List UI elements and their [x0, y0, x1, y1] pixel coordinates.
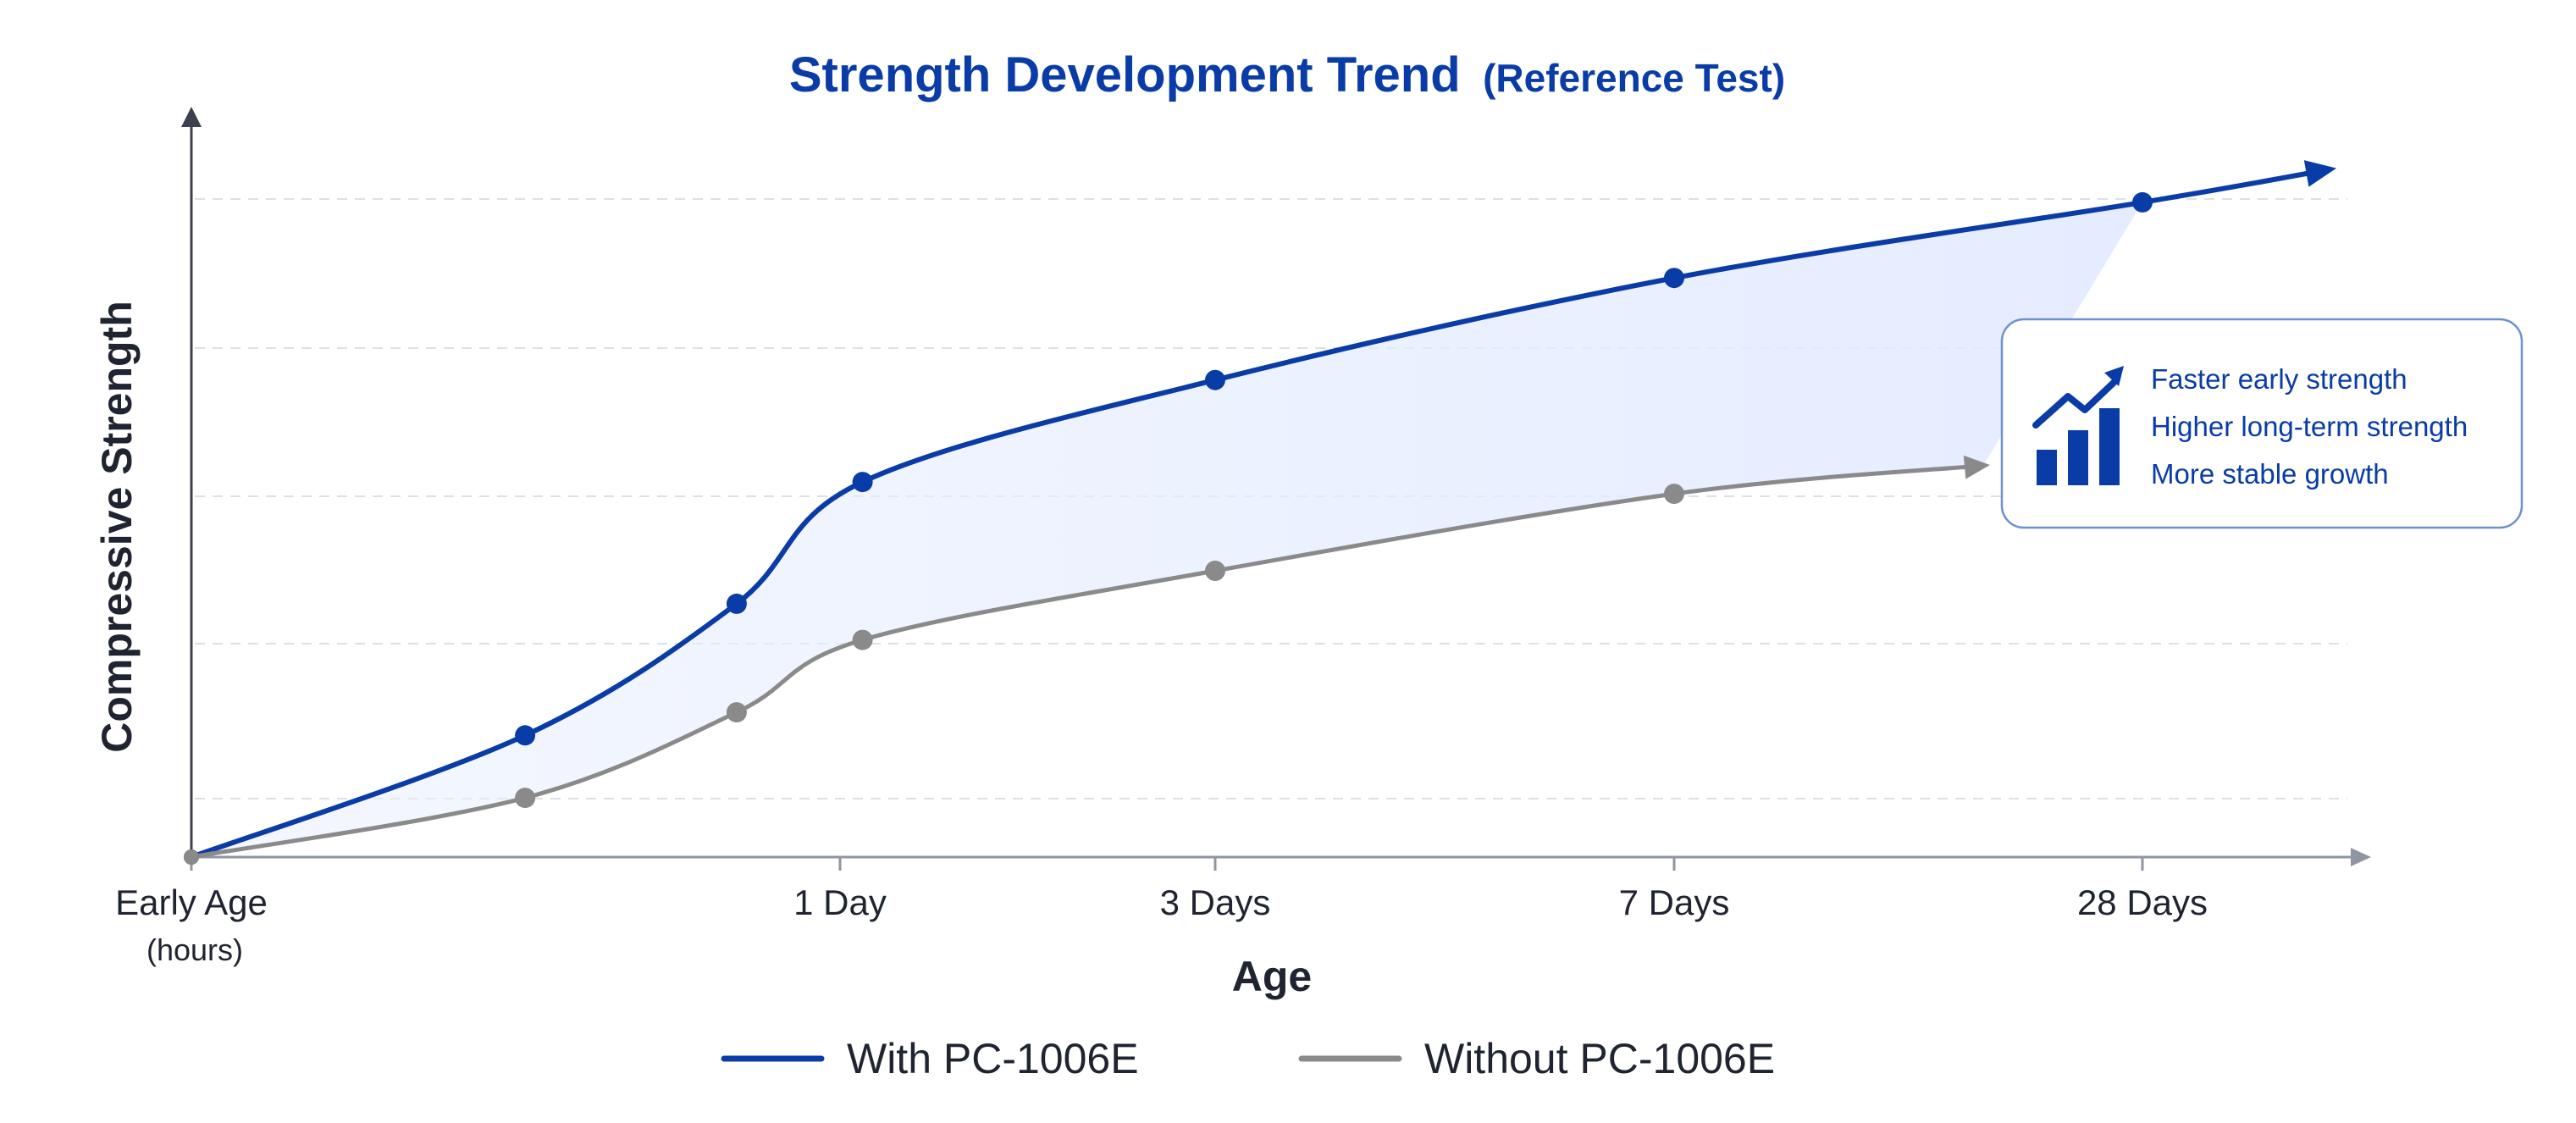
data-point	[1664, 484, 1684, 505]
x-axis-arrow-icon	[2351, 848, 2371, 866]
x-tick-label: Early Age	[115, 882, 268, 922]
legend-label: Without PC-1006E	[1424, 1035, 1775, 1082]
data-point	[515, 788, 536, 809]
data-point	[2132, 191, 2153, 213]
callout-frame	[2000, 318, 2523, 529]
data-point	[1205, 561, 1225, 581]
data-point	[852, 629, 873, 650]
legend-label: With PC-1006E	[847, 1035, 1139, 1082]
data-point	[1664, 268, 1684, 289]
x-tick-sublabel: (hours)	[146, 932, 243, 967]
gain-band	[191, 202, 2142, 857]
data-point	[1205, 369, 1225, 390]
data-point	[852, 472, 873, 493]
data-point	[726, 702, 747, 723]
callout-box: Faster early strength Higher long-term st…	[2000, 318, 2523, 529]
chart-title: Strength Development Trend (Reference Te…	[789, 47, 1785, 102]
callout-item: Higher long-term strength	[2151, 411, 2468, 442]
y-axis-arrow-icon	[181, 107, 202, 127]
x-ticks: Early Age (hours) 1 Day 3 Days 7 Days 28 Days	[115, 857, 2208, 967]
x-tick-label: 28 Days	[2077, 882, 2208, 922]
legend: With PC-1006E Without PC-1006E	[721, 1035, 1775, 1082]
series-line-with	[189, 167, 2333, 860]
growth-chart-icon	[2032, 366, 2124, 485]
data-point	[515, 725, 536, 746]
chart-title-main: Strength Development Trend	[789, 47, 1461, 102]
data-point	[726, 593, 747, 614]
y-axis-label: Compressive Strength	[93, 301, 141, 752]
x-tick-label: 7 Days	[1619, 882, 1730, 922]
chart-subtitle: (Reference Test)	[1483, 56, 1785, 100]
x-tick-label: 1 Day	[793, 882, 887, 922]
callout-items: Faster early strength Higher long-term st…	[2151, 363, 2468, 490]
callout-item: Faster early strength	[2151, 363, 2407, 395]
data-point	[184, 849, 199, 865]
series-arrow-icon	[1963, 455, 1990, 479]
axes	[181, 107, 2371, 866]
series-points	[184, 191, 2153, 865]
x-tick-label: 3 Days	[1160, 882, 1271, 922]
series-arrow-icon	[2303, 160, 2337, 187]
x-axis-label: Age	[1232, 953, 1312, 1000]
callout-item: More stable growth	[2151, 458, 2389, 490]
